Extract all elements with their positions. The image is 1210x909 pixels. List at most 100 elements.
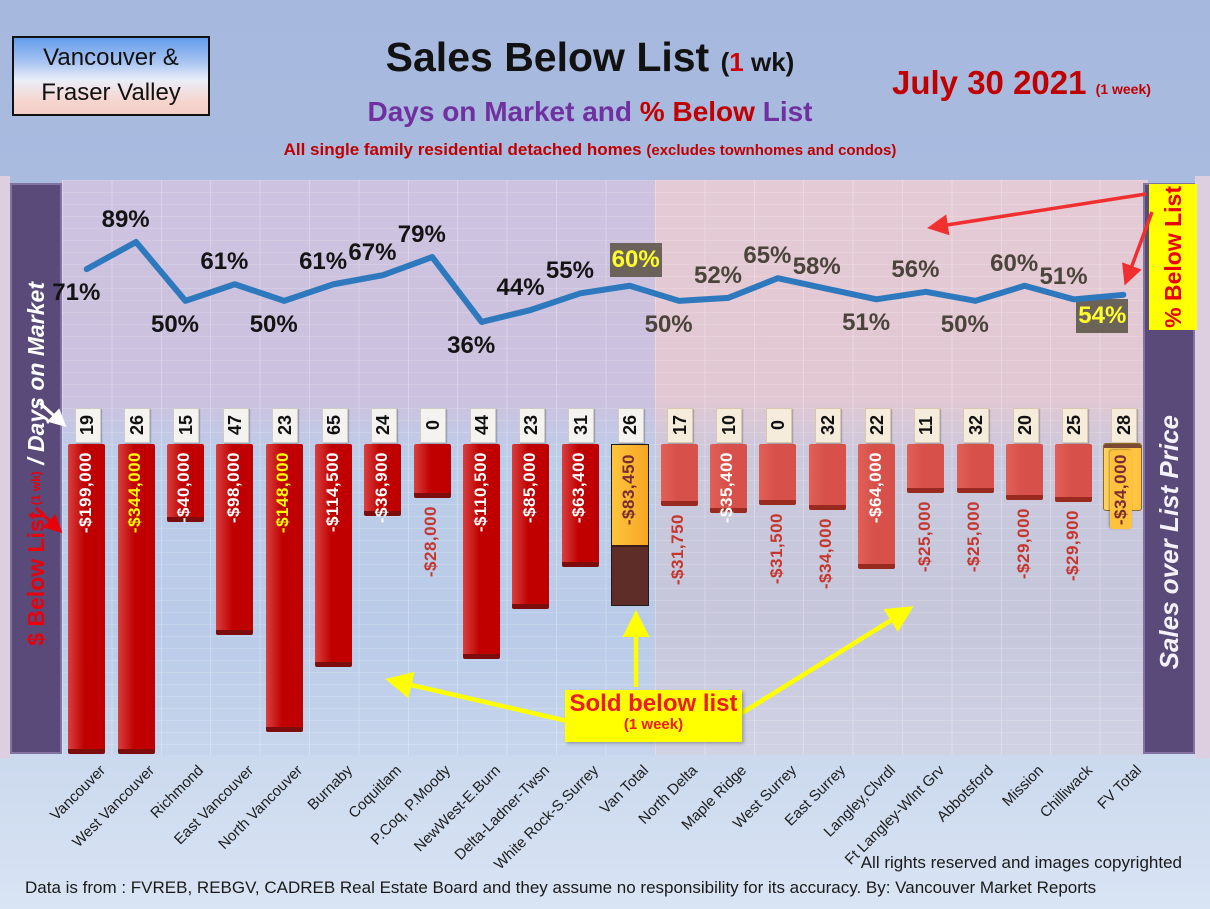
sold-below-list-callout: Sold below list (1 week): [565, 690, 742, 742]
days-on-market-value: 0: [768, 420, 789, 431]
pct-label: 50%: [644, 310, 693, 338]
van-total-bar: [610, 444, 649, 606]
bar-value-label: -$83,450: [618, 454, 638, 526]
days-on-market-value: 23: [274, 415, 295, 436]
bar-value-label: -$28,000: [421, 506, 441, 578]
pct-below-list-axis-box: % Below List: [1149, 184, 1197, 330]
bar-value-label: -$34,000: [816, 518, 836, 590]
pct-label: 67%: [348, 239, 397, 267]
bar: [561, 444, 599, 567]
days-on-market-badge: 47: [222, 408, 249, 443]
bar: [413, 444, 451, 498]
bar-value-label: -$36,900: [371, 452, 391, 524]
bar-value-label: -$344,000: [125, 452, 145, 534]
pct-below-list-axis-label: % Below List: [1159, 186, 1186, 328]
pct-label: 36%: [447, 331, 496, 359]
bar-value-label: -$64,000: [865, 452, 885, 524]
days-on-market-badge: 28: [1111, 408, 1138, 443]
bar: [907, 444, 945, 493]
days-on-market-value: 15: [175, 415, 196, 436]
title-paren: (1 wk): [720, 47, 795, 77]
left-axis-label: $ Below List (1 wk) / Days on Market: [22, 281, 49, 646]
days-on-market-badge: 15: [173, 408, 200, 443]
pct-label: 51%: [842, 309, 891, 337]
sales-over-list-label-wrap: Sales over List Price: [1143, 332, 1195, 752]
bar: [463, 444, 501, 659]
days-on-market-badge: 24: [370, 408, 397, 443]
days-on-market-badge: 19: [74, 408, 101, 443]
pct-label: 79%: [397, 221, 446, 249]
bar: [68, 444, 106, 754]
bar-value-label: -$31,750: [668, 514, 688, 586]
days-on-market-badge: 65: [321, 408, 348, 443]
days-on-market-badge: 17: [667, 408, 694, 443]
days-on-market-value: 24: [373, 415, 394, 436]
pct-label: 51%: [1039, 263, 1088, 291]
bar: [364, 444, 402, 516]
bar-value-label: -$63,400: [569, 452, 589, 524]
pct-label: 65%: [743, 242, 792, 270]
bar: [512, 444, 550, 609]
bar: [166, 444, 204, 522]
days-on-market-badge: 32: [815, 408, 842, 443]
days-on-market-value: 22: [867, 415, 887, 436]
right-edge-strip: [1195, 176, 1210, 758]
days-on-market-badge: 23: [272, 408, 299, 443]
days-on-market-value: 11: [916, 415, 937, 436]
pct-label: 56%: [891, 255, 940, 283]
data-source-note: Data is from : FVREB, REBGV, CADREB Real…: [25, 878, 1097, 897]
report-date: July 30 2021 (1 week): [892, 64, 1151, 101]
bar-value-label: -$34,000: [1110, 450, 1133, 530]
bar: [315, 444, 352, 667]
bar: [759, 444, 797, 505]
bar-value-label: -$148,000: [273, 452, 293, 534]
pct-label: 61%: [200, 248, 249, 276]
bar: [808, 444, 846, 510]
bar: [1055, 444, 1093, 502]
copyright-note: All rights reserved and images copyright…: [860, 853, 1182, 872]
days-on-market-badge: 0: [420, 408, 447, 443]
pct-label: 44%: [496, 273, 545, 301]
bar: [1006, 444, 1044, 500]
bar-value-label: -$35,400: [717, 452, 737, 524]
left-edge-strip: [0, 176, 10, 758]
days-on-market-badge: 26: [617, 408, 644, 443]
days-on-market-value: 0: [422, 420, 443, 431]
pct-label: 50%: [940, 310, 989, 338]
days-on-market-value: 26: [620, 415, 641, 436]
pct-label: 50%: [150, 310, 200, 338]
bar-value-label: -$29,900: [1062, 510, 1082, 582]
pct-label: 52%: [693, 261, 743, 289]
days-on-market-badge: 10: [716, 408, 743, 443]
bar: [265, 444, 303, 732]
pct-label: 60%: [990, 249, 1039, 277]
bar: [660, 444, 698, 506]
city-label: FV Total: [1094, 762, 1146, 813]
city-label: Chilliwack: [1036, 762, 1096, 822]
days-on-market-value: 47: [225, 415, 246, 436]
days-on-market-value: 20: [1015, 415, 1036, 436]
days-on-market-badge: 0: [765, 408, 792, 443]
van-total-gold-segment: [611, 445, 648, 545]
city-label: Mission: [998, 762, 1047, 810]
days-on-market-value: 25: [1064, 415, 1085, 436]
page-title: Sales Below List (1 wk): [385, 34, 795, 80]
pct-label: 58%: [792, 252, 841, 280]
days-on-market-badge: 11: [913, 408, 940, 443]
days-on-market-badge: 32: [963, 408, 990, 443]
days-on-market-value: 31: [570, 415, 591, 436]
bar-value-label: -$199,000: [75, 452, 95, 534]
city-label: NewWest-E.Burn: [410, 762, 504, 856]
pct-label-boxed: 60%: [609, 242, 662, 277]
region-line1: Vancouver &: [43, 44, 179, 72]
days-on-market-value: 32: [965, 415, 986, 436]
days-on-market-value: 28: [1113, 415, 1134, 436]
bar: [858, 444, 895, 569]
days-on-market-badge: 31: [568, 408, 595, 443]
bar-value-label: -$85,000: [519, 452, 539, 524]
pct-label: 50%: [249, 310, 298, 338]
bar-value-label: -$25,000: [964, 501, 984, 573]
bar-value-label: -$25,000: [914, 501, 934, 573]
days-on-market-badge: 25: [1061, 408, 1088, 443]
